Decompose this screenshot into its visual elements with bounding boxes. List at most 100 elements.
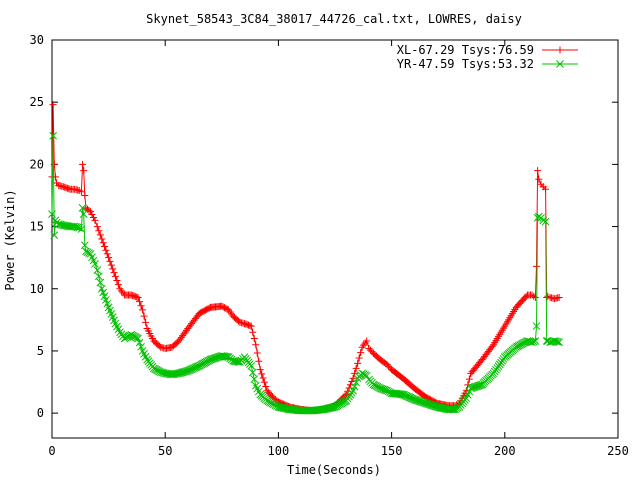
data-point bbox=[550, 337, 559, 345]
data-point bbox=[136, 298, 144, 306]
data-point bbox=[379, 385, 387, 394]
y-tick-label: 25 bbox=[30, 95, 44, 109]
y-axis-label: Power (Kelvin) bbox=[3, 189, 17, 290]
data-point bbox=[181, 328, 189, 336]
data-point bbox=[105, 254, 113, 262]
data-point bbox=[103, 250, 111, 258]
data-point bbox=[352, 378, 360, 387]
data-point bbox=[233, 357, 242, 366]
legend-label-1: XL-67.29 Tsys:76.59 bbox=[397, 43, 534, 57]
data-point bbox=[380, 385, 389, 394]
data-point bbox=[175, 337, 183, 345]
data-point bbox=[90, 213, 98, 221]
data-point bbox=[113, 276, 121, 284]
data-point bbox=[376, 384, 385, 393]
data-point bbox=[156, 368, 165, 376]
data-point bbox=[85, 206, 93, 214]
data-point bbox=[247, 362, 256, 370]
data-point bbox=[532, 322, 541, 330]
data-point bbox=[139, 306, 147, 314]
data-point bbox=[155, 342, 163, 350]
data-point bbox=[91, 216, 99, 224]
data-point bbox=[137, 302, 145, 310]
data-point bbox=[94, 272, 103, 281]
chart-title: Skynet_58543_3C84_38017_44726_cal.txt, L… bbox=[146, 12, 522, 26]
data-point bbox=[248, 368, 257, 377]
data-point bbox=[102, 246, 110, 254]
data-point bbox=[91, 260, 99, 268]
data-point bbox=[542, 185, 550, 193]
data-point bbox=[54, 220, 63, 228]
data-point bbox=[350, 382, 359, 391]
data-point bbox=[363, 337, 371, 345]
data-point bbox=[70, 222, 79, 231]
data-point bbox=[534, 212, 543, 221]
data-point bbox=[252, 341, 260, 349]
data-point bbox=[329, 403, 338, 412]
data-point bbox=[465, 375, 473, 383]
data-point bbox=[235, 317, 243, 325]
data-point bbox=[111, 272, 119, 280]
data-point bbox=[539, 216, 548, 225]
data-point bbox=[56, 220, 65, 229]
data-point bbox=[75, 223, 84, 232]
data-point bbox=[93, 266, 102, 274]
data-point bbox=[101, 242, 109, 250]
data-point bbox=[95, 227, 103, 235]
data-point bbox=[354, 359, 362, 367]
data-point bbox=[158, 368, 167, 377]
series-2 bbox=[48, 131, 563, 415]
data-point bbox=[531, 293, 539, 301]
y-tick-label: 10 bbox=[30, 282, 44, 296]
data-point bbox=[534, 167, 542, 175]
data-point bbox=[72, 223, 81, 231]
data-point bbox=[357, 349, 365, 357]
data-point bbox=[50, 160, 58, 168]
y-tick-label: 20 bbox=[30, 157, 44, 171]
x-axis: 0 50 100 150 200 250 bbox=[48, 40, 629, 458]
data-point bbox=[256, 366, 264, 374]
data-point bbox=[106, 257, 114, 265]
x-axis-label: Time(Seconds) bbox=[287, 463, 381, 477]
data-point bbox=[52, 218, 61, 227]
data-point bbox=[107, 261, 115, 269]
plot-border bbox=[51, 39, 619, 439]
data-point bbox=[488, 342, 496, 350]
x-tick-label: 100 bbox=[268, 444, 290, 458]
data-point bbox=[553, 337, 562, 346]
data-point bbox=[352, 364, 360, 372]
x-tick-label: 200 bbox=[494, 444, 516, 458]
data-point bbox=[73, 223, 82, 232]
data-point bbox=[355, 354, 363, 362]
data-point bbox=[258, 370, 266, 378]
data-point bbox=[48, 210, 56, 218]
data-point bbox=[255, 357, 263, 365]
legend-marker-2 bbox=[556, 60, 564, 68]
data-point bbox=[362, 371, 371, 380]
data-point bbox=[80, 241, 89, 250]
data-point bbox=[259, 374, 267, 382]
legend-label-2: YR-47.59 Tsys:53.32 bbox=[397, 57, 534, 71]
data-point bbox=[137, 342, 145, 351]
data-point bbox=[250, 335, 258, 342]
y-tick-label: 5 bbox=[37, 344, 44, 358]
data-point bbox=[249, 328, 257, 336]
data-point bbox=[177, 333, 185, 341]
data-point bbox=[114, 281, 122, 289]
data-point bbox=[140, 312, 148, 320]
data-point bbox=[110, 269, 118, 277]
data-point bbox=[250, 375, 259, 383]
plot-frame bbox=[51, 39, 619, 439]
data-point bbox=[475, 381, 484, 390]
data-point bbox=[180, 330, 188, 338]
series-line bbox=[51, 104, 560, 412]
data-point bbox=[77, 225, 86, 233]
data-point bbox=[109, 265, 117, 273]
data-point bbox=[365, 344, 373, 352]
data-point bbox=[86, 208, 94, 216]
data-point bbox=[532, 262, 540, 270]
data-point bbox=[552, 337, 560, 346]
x-tick-label: 50 bbox=[158, 444, 172, 458]
